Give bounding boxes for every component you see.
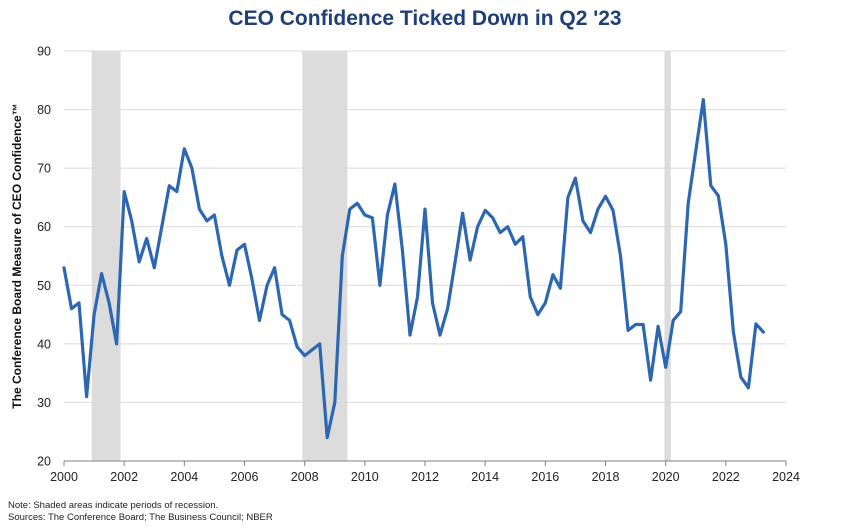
y-tick-label: 30 xyxy=(37,396,51,410)
y-tick-label: 80 xyxy=(37,103,51,117)
footnote-note: Note: Shaded areas indicate periods of r… xyxy=(8,500,219,511)
x-tick-label: 2020 xyxy=(652,470,680,484)
x-tick-label: 2002 xyxy=(110,470,138,484)
x-tick-label: 2008 xyxy=(291,470,319,484)
x-tick-label: 2000 xyxy=(50,470,78,484)
x-tick-label: 2016 xyxy=(531,470,559,484)
y-tick-label: 50 xyxy=(37,279,51,293)
recession-shading xyxy=(91,51,671,461)
y-axis-ticks: 20 30 40 50 60 70 80 90 xyxy=(37,45,51,469)
x-tick-label: 2024 xyxy=(772,470,800,484)
gridlines xyxy=(64,50,786,403)
x-tick-label: 2018 xyxy=(592,470,620,484)
y-tick-label: 70 xyxy=(37,162,51,176)
footnote-sources: Sources: The Conference Board; The Busin… xyxy=(8,512,273,523)
y-tick-label: 60 xyxy=(37,220,51,234)
y-axis-label: The Conference Board Measure of CEO Conf… xyxy=(10,103,24,408)
recession-band xyxy=(91,51,121,461)
x-tick-label: 2014 xyxy=(471,470,499,484)
x-axis-ticks: 2000 2002 2004 2006 2008 2010 2012 2014 2016 2018… xyxy=(50,461,800,484)
x-tick-label: 2010 xyxy=(351,470,379,484)
x-tick-label: 2006 xyxy=(231,470,259,484)
series-line xyxy=(62,97,766,440)
y-tick-label: 20 xyxy=(37,455,51,469)
recession-band xyxy=(664,51,671,461)
chart-title: CEO Confidence Ticked Down in Q2 '23 xyxy=(228,7,622,30)
x-tick-label: 2004 xyxy=(170,470,198,484)
series-group xyxy=(62,97,766,440)
y-tick-label: 40 xyxy=(37,337,51,351)
x-tick-label: 2022 xyxy=(712,470,740,484)
y-tick-label: 90 xyxy=(37,45,51,59)
x-tick-label: 2012 xyxy=(411,470,439,484)
